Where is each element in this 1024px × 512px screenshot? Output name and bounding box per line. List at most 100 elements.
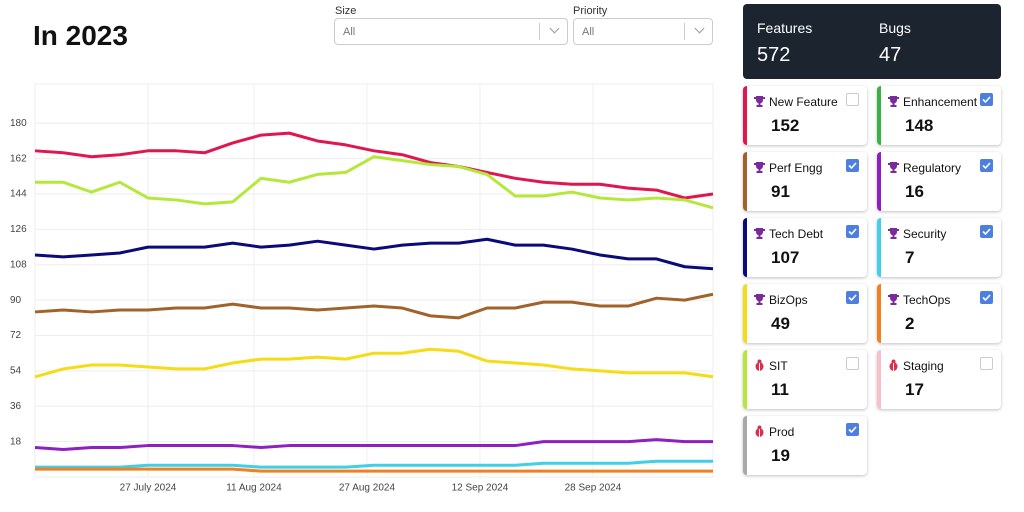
filter-card[interactable]: Security 7 <box>877 218 1001 277</box>
check-path <box>848 294 857 302</box>
stat-label: Features <box>757 20 813 36</box>
y-tick-label: 18 <box>10 436 22 447</box>
y-tick-label: 108 <box>10 259 27 270</box>
y-tick-label: 180 <box>10 118 27 129</box>
check-path <box>848 228 857 236</box>
filter-card[interactable]: TechOps 2 <box>877 284 1001 343</box>
card-count: 2 <box>905 314 915 333</box>
checkbox[interactable] <box>846 357 859 370</box>
bug-head <box>891 359 896 364</box>
filter-card[interactable]: Perf Engg 91 <box>743 152 867 211</box>
card-count: 152 <box>771 116 800 135</box>
size-dropdown[interactable]: All <box>334 18 568 45</box>
check-mark <box>848 162 857 170</box>
filter-card[interactable]: Tech Debt 107 <box>743 218 867 277</box>
trophy-shape <box>888 96 899 107</box>
y-tick-label: 144 <box>10 189 27 200</box>
bug-head <box>757 359 762 364</box>
stat-label: Bugs <box>879 20 911 36</box>
trophy-icon <box>888 294 899 305</box>
check-path <box>848 162 857 170</box>
stat-value: 47 <box>879 44 902 66</box>
series-line <box>35 467 713 473</box>
bug-icon <box>755 359 764 371</box>
checkbox[interactable] <box>980 93 993 106</box>
trophy-icon <box>888 162 899 173</box>
chevron <box>549 23 560 34</box>
card-count: 91 <box>771 182 790 201</box>
x-tick-label: 27 July 2024 <box>120 483 177 494</box>
card-count: 7 <box>905 248 915 267</box>
y-tick-label: 162 <box>10 153 27 164</box>
checkbox[interactable] <box>846 423 859 436</box>
trophy-icon <box>754 162 765 173</box>
stat-value: 572 <box>757 44 791 66</box>
y-tick-label: 90 <box>10 295 22 306</box>
bug-icon <box>755 425 764 437</box>
series-line <box>35 459 713 469</box>
trophy-icon <box>754 228 765 239</box>
x-tick-label: 28 Sep 2024 <box>565 483 622 494</box>
page-title: In 2023 <box>33 20 128 51</box>
card-name: Regulatory <box>903 161 962 175</box>
card-name: Staging <box>903 359 944 373</box>
trophy-shape <box>754 96 765 107</box>
divider <box>684 23 685 40</box>
card-name: Security <box>903 227 947 241</box>
check-mark <box>982 162 991 170</box>
y-tick-label: 36 <box>10 401 22 412</box>
bug-icon <box>889 359 898 371</box>
priority-dropdown[interactable]: All <box>573 18 713 45</box>
card-name: Tech Debt <box>769 227 824 241</box>
series-line <box>34 237 714 271</box>
card-name: Perf Engg <box>769 161 823 175</box>
filter-card[interactable]: Prod 19 <box>743 416 867 475</box>
checkbox[interactable] <box>980 357 993 370</box>
card-count: 16 <box>905 182 924 201</box>
checkbox[interactable] <box>980 291 993 304</box>
trophy-shape <box>754 228 765 239</box>
card-name: Enhancement <box>903 95 978 109</box>
filter-card[interactable]: New Feature 152 <box>743 86 867 145</box>
chevron <box>694 23 705 34</box>
card-count: 11 <box>771 380 789 399</box>
check-path <box>982 96 991 104</box>
card-count: 107 <box>771 248 800 267</box>
filter-card[interactable]: BizOps 49 <box>743 284 867 343</box>
stat: Bugs 47 <box>879 20 911 67</box>
chart: 18 36 54 72 90 108 126 144 162 180 27 July 2024 11 … <box>10 83 714 494</box>
card-name: SIT <box>769 359 788 373</box>
filter-card[interactable]: Enhancement 148 <box>877 86 1001 145</box>
series-line <box>34 292 714 320</box>
x-tick-label: 11 Aug 2024 <box>226 483 282 494</box>
dropdown-value: All <box>343 26 356 38</box>
check-mark <box>848 228 857 236</box>
check-mark <box>848 294 857 302</box>
checkbox[interactable] <box>846 291 859 304</box>
y-tick-label: 72 <box>10 330 22 341</box>
check-path <box>848 426 857 434</box>
check-path <box>982 162 991 170</box>
card-count: 148 <box>905 116 934 135</box>
check-mark <box>982 228 991 236</box>
filter-card[interactable]: Regulatory 16 <box>877 152 1001 211</box>
checkbox[interactable] <box>846 159 859 172</box>
card-count: 49 <box>771 314 790 333</box>
checkbox[interactable] <box>980 225 993 238</box>
series-line <box>34 438 713 451</box>
dropdown-value: All <box>582 26 595 38</box>
filter-card[interactable]: Staging 17 <box>877 350 1001 409</box>
filter-card[interactable]: SIT 11 <box>743 350 867 409</box>
check-mark <box>848 426 857 434</box>
x-tick-label: 27 Aug 2024 <box>339 483 396 494</box>
x-tick-label: 12 Sep 2024 <box>452 483 509 494</box>
trophy-shape <box>754 294 765 305</box>
checkbox[interactable] <box>980 159 993 172</box>
trophy-shape <box>888 294 899 305</box>
check-mark <box>982 294 991 302</box>
stat: Features 572 <box>757 20 812 67</box>
card-name: New Feature <box>769 95 838 109</box>
checkbox[interactable] <box>846 225 859 238</box>
checkbox[interactable] <box>846 93 859 106</box>
